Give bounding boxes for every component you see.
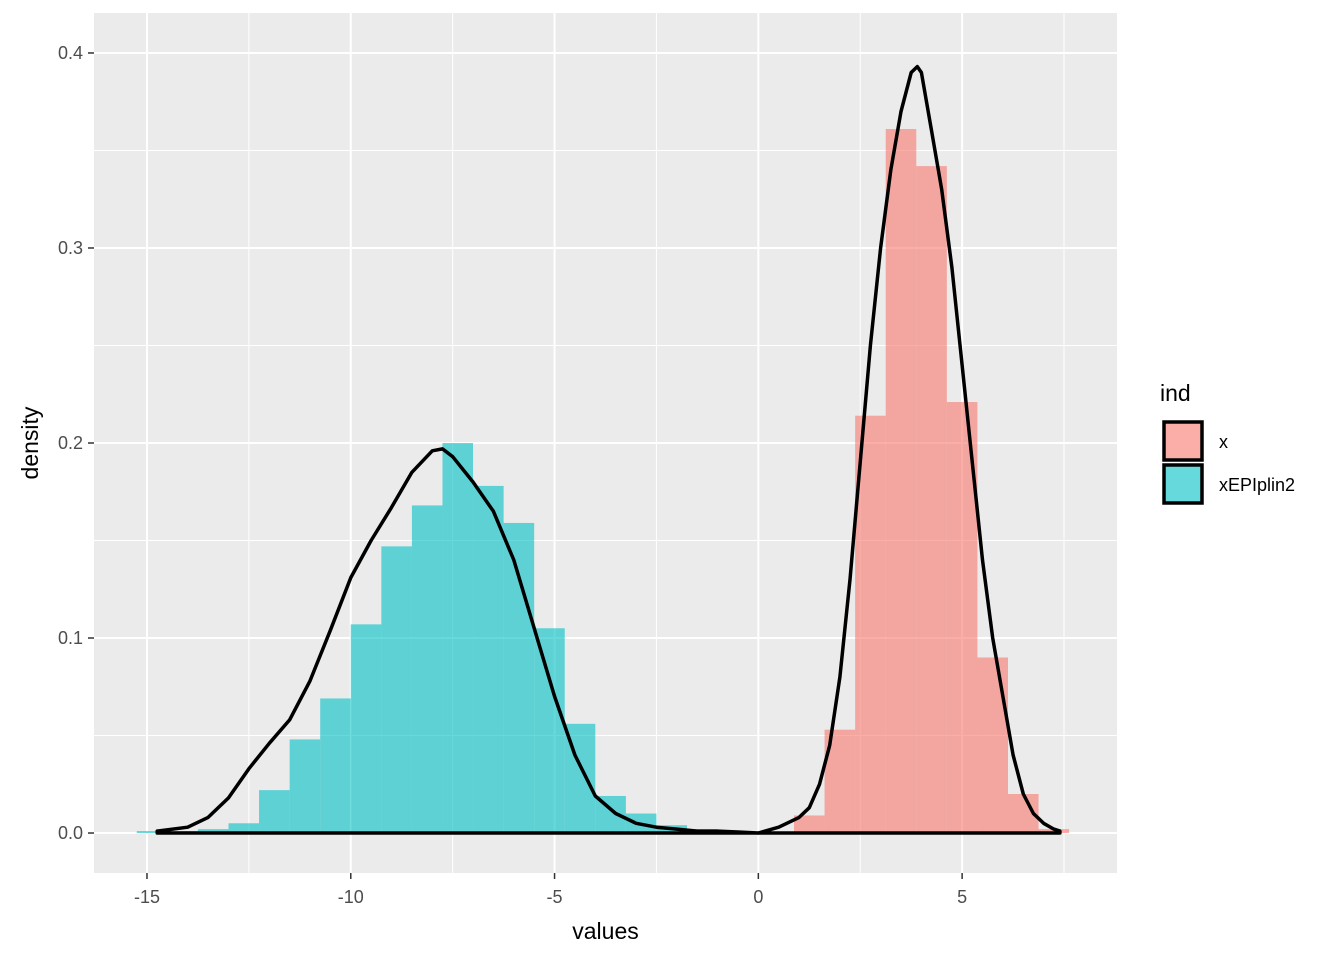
legend-label-x: x (1219, 432, 1228, 452)
histogram-bar-xEPIplin2 (442, 443, 474, 834)
density-curves (155, 64, 1062, 835)
histogram-bar-xEPIplin2 (259, 790, 290, 834)
histogram-bar-x (885, 129, 917, 834)
density-curve-x (756, 64, 1062, 835)
histogram-bar-xEPIplin2 (228, 823, 260, 834)
y-tick-label: 0.1 (58, 628, 83, 648)
histogram-bar-xEPIplin2 (320, 698, 351, 834)
histogram-bar-xEPIplin2 (350, 624, 382, 834)
histogram-bar-xEPIplin2 (381, 546, 412, 834)
y-tick-label: 0.0 (58, 823, 83, 843)
legend-items: x xEPIplin2 (1162, 420, 1295, 505)
histogram-bar-x (1038, 829, 1070, 834)
histogram-bar-xEPIplin2 (534, 628, 565, 834)
x-tick-label: -15 (134, 887, 160, 907)
x-tick-label: 5 (957, 887, 967, 907)
histogram-bar-xEPIplin2 (473, 485, 504, 834)
histogram-bar-xEPIplin2 (411, 505, 443, 834)
x-tick-label: 0 (753, 887, 763, 907)
legend: ind x xEPIplin2 (1160, 380, 1295, 505)
y-tick-label: 0.2 (58, 433, 83, 453)
histogram-bar-xEPIplin2 (136, 831, 168, 834)
y-axis-title: density (17, 406, 43, 479)
y-tick-label: 0.4 (58, 43, 83, 63)
legend-key-x (1162, 420, 1204, 462)
legend-label-xEPIplin2: xEPIplin2 (1219, 475, 1295, 495)
x-tick-label: -10 (338, 887, 364, 907)
histogram-bar-xEPIplin2 (503, 522, 535, 834)
histogram-bar-x (794, 815, 825, 834)
axes: -15 -10 -5 0 5 0.0 0.1 0.2 0.3 0.4 (58, 43, 967, 907)
histogram-bar-x (916, 166, 947, 834)
histogram-bar-x (855, 415, 886, 834)
legend-title: ind (1160, 380, 1191, 406)
histogram-bar-x (977, 657, 1008, 834)
x-tick-label: -5 (547, 887, 563, 907)
x-axis-title: values (572, 918, 638, 944)
histogram-bar-xEPIplin2 (289, 739, 321, 834)
histogram-bar-xEPIplin2 (197, 829, 229, 834)
density-curve-xEPIplin2 (155, 447, 761, 835)
legend-key-xEPIplin2 (1162, 463, 1204, 505)
y-tick-label: 0.3 (58, 238, 83, 258)
